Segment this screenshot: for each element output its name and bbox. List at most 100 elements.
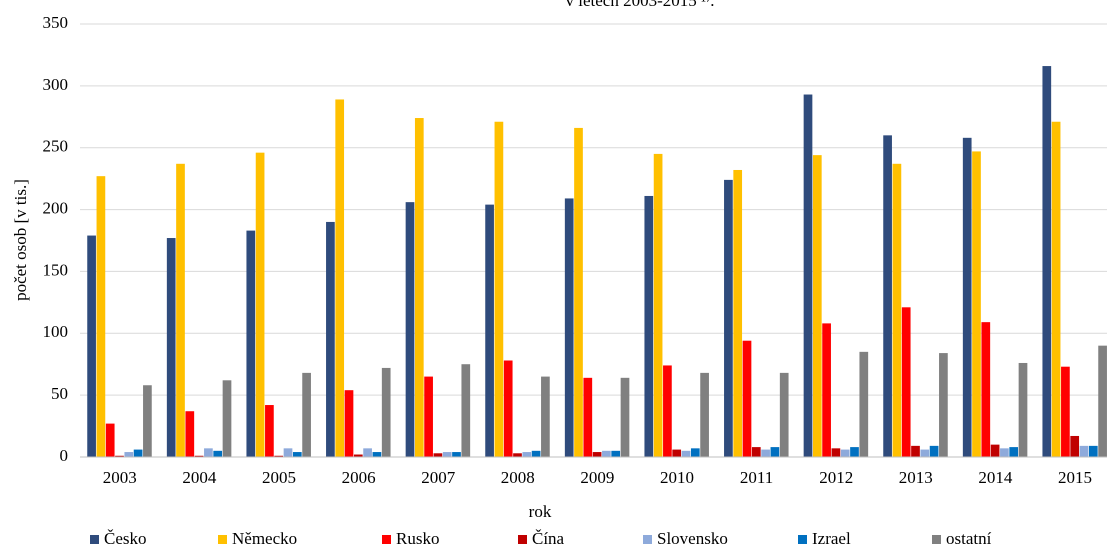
x-tick-label: 2010 xyxy=(660,468,694,487)
x-axis-label: rok xyxy=(529,502,552,521)
legend-swatch xyxy=(518,535,527,544)
bar xyxy=(574,127,583,458)
bar xyxy=(433,453,443,457)
bar xyxy=(424,376,433,457)
x-tick-label: 2011 xyxy=(740,468,773,487)
bar xyxy=(700,372,709,457)
bar xyxy=(452,452,461,457)
y-tick-label: 250 xyxy=(43,137,69,156)
x-tick-label: 2014 xyxy=(978,468,1013,487)
bar xyxy=(213,450,223,457)
bar xyxy=(274,455,284,457)
bar xyxy=(494,121,504,457)
bar xyxy=(222,380,232,457)
bar xyxy=(166,238,176,457)
bar xyxy=(920,449,930,457)
bar xyxy=(981,322,991,457)
bar xyxy=(724,179,733,457)
bar xyxy=(87,235,96,457)
bar xyxy=(911,445,920,457)
legend-swatch xyxy=(798,535,807,544)
bar xyxy=(414,118,424,457)
legend-label: ostatní xyxy=(946,529,992,548)
y-tick-label: 100 xyxy=(43,322,69,341)
bar xyxy=(105,423,115,457)
bar xyxy=(1018,362,1028,457)
bar xyxy=(681,450,691,457)
y-tick-label: 50 xyxy=(51,384,68,403)
bar xyxy=(335,99,345,458)
bar xyxy=(733,169,743,458)
y-tick-label: 350 xyxy=(43,13,69,32)
bar xyxy=(405,202,415,457)
bar xyxy=(840,449,850,457)
legend-swatch xyxy=(643,535,652,544)
bar xyxy=(255,152,265,458)
bar xyxy=(461,364,471,457)
bar xyxy=(972,151,981,457)
x-tick-label: 2006 xyxy=(342,468,376,487)
bar xyxy=(1000,448,1009,457)
x-tick-label: 2005 xyxy=(262,468,296,487)
bar xyxy=(583,377,593,457)
bar xyxy=(176,163,185,457)
legend-swatch xyxy=(218,535,227,544)
bar xyxy=(990,444,1000,457)
x-tick-label: 2012 xyxy=(819,468,853,487)
bar xyxy=(901,307,911,457)
legend-label: Izrael xyxy=(812,529,851,548)
bar xyxy=(929,445,939,457)
bar xyxy=(503,360,513,457)
bar xyxy=(485,204,494,457)
bar xyxy=(761,449,770,457)
bar xyxy=(672,449,682,457)
x-tick-label: 2007 xyxy=(421,468,456,487)
bar xyxy=(344,390,354,457)
bar xyxy=(124,452,134,457)
y-tick-label: 200 xyxy=(43,198,69,217)
bar xyxy=(592,452,602,457)
bar xyxy=(962,137,972,457)
bar xyxy=(185,411,195,457)
x-tick-label: 2003 xyxy=(103,468,137,487)
x-tick-label: 2008 xyxy=(501,468,535,487)
bar xyxy=(194,455,204,457)
bar xyxy=(96,176,106,457)
bar xyxy=(822,323,831,457)
legend-swatch xyxy=(932,535,941,544)
x-tick-label: 2013 xyxy=(899,468,933,487)
bar xyxy=(831,448,841,457)
legend-label: Česko xyxy=(104,529,147,548)
bar xyxy=(751,447,761,457)
bar xyxy=(326,221,335,457)
bar xyxy=(883,135,892,458)
bar xyxy=(742,340,752,457)
y-axis-label: počet osob [v tis.] xyxy=(11,179,30,301)
bar xyxy=(541,376,550,457)
y-tick-label: 300 xyxy=(43,75,69,94)
legend-label: Rusko xyxy=(396,529,439,548)
bar xyxy=(611,450,621,457)
bar xyxy=(564,198,574,458)
legend-swatch xyxy=(382,535,391,544)
chart-title: v letech 2003-2015 ¹⁾. xyxy=(565,0,714,10)
bar xyxy=(372,452,382,457)
legend-label: Slovensko xyxy=(657,529,728,548)
legend-label: Německo xyxy=(232,529,297,548)
bar xyxy=(850,447,859,457)
bar xyxy=(1070,435,1080,457)
bar xyxy=(644,195,654,457)
bar xyxy=(442,452,452,457)
bar xyxy=(353,454,363,457)
bar xyxy=(602,450,611,457)
legend-label: Čína xyxy=(532,529,565,548)
bar xyxy=(246,230,256,457)
bar xyxy=(133,449,143,457)
bar xyxy=(939,353,948,457)
bar xyxy=(115,455,124,457)
bar xyxy=(653,153,663,457)
bar xyxy=(531,450,541,457)
bar xyxy=(859,351,869,457)
bar xyxy=(143,385,152,457)
